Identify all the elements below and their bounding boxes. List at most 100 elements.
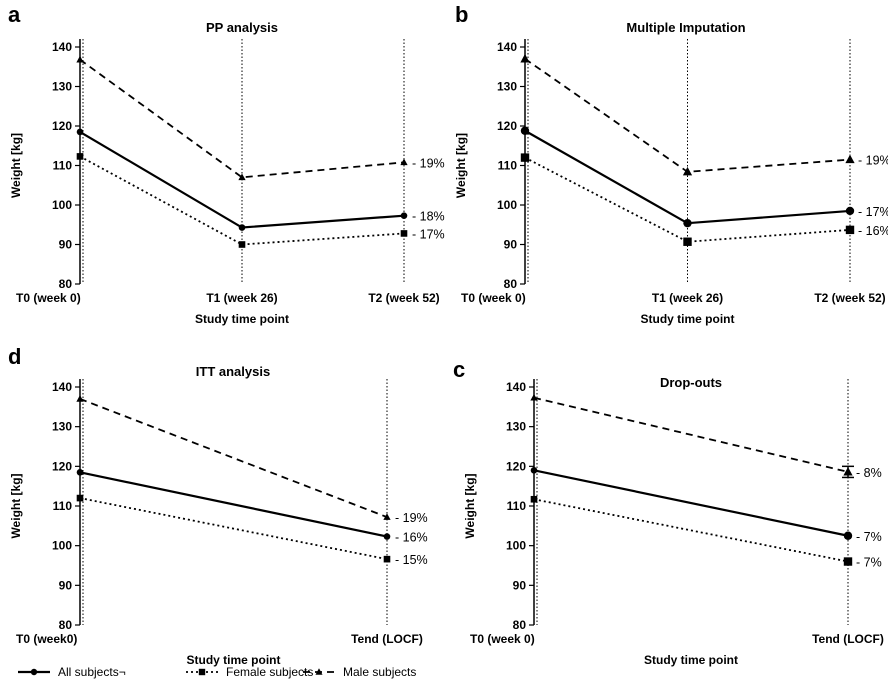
y-axis-title: Weight [kg] bbox=[9, 133, 23, 198]
chart-panel-a: a PP analysis 80 90 100 110 120 130 140 Weight [k… bbox=[8, 2, 445, 326]
legend-marker bbox=[30, 668, 38, 676]
data-point bbox=[383, 555, 391, 563]
panel-letter: a bbox=[8, 2, 21, 27]
x-axis-title: Study time point bbox=[195, 312, 289, 326]
series-line bbox=[79, 398, 388, 518]
series-1: - 16% bbox=[520, 153, 888, 246]
y-tick-label: 110 bbox=[498, 159, 518, 173]
data-point bbox=[520, 153, 530, 162]
legend-item: Female subjects bbox=[186, 665, 313, 679]
data-point bbox=[843, 531, 853, 540]
x-tick-label: T0 (week 0) bbox=[16, 291, 81, 305]
y-tick-label: 140 bbox=[52, 40, 72, 54]
x-axis-title: Study time point bbox=[187, 653, 281, 667]
y-tick-label: 80 bbox=[59, 618, 73, 632]
series-2: - 19% bbox=[76, 55, 445, 181]
y-tick-label: 130 bbox=[52, 80, 72, 94]
x-tick-label: T1 (week 26) bbox=[652, 291, 723, 305]
y-tick-label: 120 bbox=[497, 119, 517, 133]
legend-item: All subjects¬ bbox=[18, 665, 126, 679]
series-0: - 17% bbox=[520, 126, 888, 228]
y-tick-label: 110 bbox=[507, 499, 527, 513]
y-tick-label: 100 bbox=[52, 539, 72, 553]
data-point bbox=[845, 206, 855, 216]
data-point bbox=[845, 154, 855, 164]
y-tick-label: 110 bbox=[53, 499, 73, 513]
data-point bbox=[520, 126, 530, 135]
series-1: - 17% bbox=[76, 153, 445, 248]
series-2: - 19% bbox=[520, 53, 888, 176]
data-point bbox=[400, 158, 408, 166]
y-tick-label: 90 bbox=[504, 238, 518, 252]
series-line bbox=[533, 469, 849, 537]
x-tick-label: T2 (week 52) bbox=[814, 291, 885, 305]
series-line bbox=[79, 471, 388, 538]
legend-label: All subjects¬ bbox=[58, 665, 126, 679]
chart-title: Multiple Imputation bbox=[626, 20, 745, 35]
y-tick-label: 110 bbox=[53, 159, 73, 173]
x-tick-label: T2 (week 52) bbox=[368, 291, 439, 305]
end-label: - 8% bbox=[856, 466, 882, 480]
series-line bbox=[533, 396, 849, 473]
y-tick-label: 80 bbox=[59, 277, 73, 291]
end-label: - 19% bbox=[412, 156, 445, 170]
y-axis-title: Weight [kg] bbox=[9, 473, 23, 538]
series-line bbox=[79, 497, 388, 561]
x-tick-label: T0 (week0) bbox=[16, 632, 77, 646]
data-point bbox=[238, 224, 246, 231]
end-label: - 7% bbox=[856, 556, 882, 570]
y-tick-label: 130 bbox=[52, 420, 72, 434]
end-label: - 19% bbox=[858, 154, 888, 168]
y-tick-label: 140 bbox=[52, 380, 72, 394]
y-axis-title: Weight [kg] bbox=[454, 133, 468, 198]
y-tick-label: 90 bbox=[513, 578, 527, 592]
y-tick-label: 130 bbox=[506, 420, 526, 434]
y-tick-label: 100 bbox=[52, 198, 72, 212]
chart-panel-d: d ITT analysis 80 90 100 110 120 130 140 Weight [… bbox=[8, 344, 428, 667]
x-tick-label: T1 (week 26) bbox=[206, 291, 277, 305]
series-0: - 18% bbox=[76, 128, 445, 231]
chart-title: ITT analysis bbox=[196, 364, 270, 379]
y-tick-label: 100 bbox=[497, 198, 517, 212]
chart-title: PP analysis bbox=[206, 20, 278, 35]
legend-label: Male subjects bbox=[343, 665, 416, 679]
data-point bbox=[383, 513, 391, 520]
data-point bbox=[845, 225, 855, 235]
y-tick-label: 140 bbox=[506, 380, 526, 394]
data-point bbox=[76, 468, 84, 476]
end-label: - 17% bbox=[412, 227, 445, 241]
series-line bbox=[533, 498, 849, 563]
series-0: - 16% bbox=[76, 468, 428, 545]
x-axis-title: Study time point bbox=[644, 653, 738, 667]
x-tick-label: T0 (week 0) bbox=[470, 632, 535, 646]
data-point bbox=[238, 173, 246, 181]
data-point bbox=[76, 395, 84, 402]
data-point bbox=[76, 494, 84, 502]
data-point bbox=[76, 55, 84, 63]
x-tick-label: T0 (week 0) bbox=[461, 291, 526, 305]
end-label: - 7% bbox=[856, 530, 882, 544]
y-tick-label: 140 bbox=[497, 40, 517, 54]
end-label: - 19% bbox=[395, 511, 428, 525]
legend-marker bbox=[198, 668, 206, 676]
data-point bbox=[683, 218, 692, 228]
end-label: - 18% bbox=[412, 210, 445, 224]
data-point bbox=[843, 557, 853, 566]
series-line bbox=[79, 155, 405, 246]
end-label: - 16% bbox=[395, 531, 428, 545]
y-tick-label: 100 bbox=[506, 539, 526, 553]
chart-panel-b: b Multiple Imputation 80 90 100 110 120 130 140 W… bbox=[454, 2, 888, 326]
panel-letter: c bbox=[453, 357, 465, 382]
series-line bbox=[79, 58, 405, 179]
data-point bbox=[520, 53, 530, 63]
data-point bbox=[400, 230, 408, 237]
series-line bbox=[524, 156, 851, 243]
y-axis-title: Weight [kg] bbox=[463, 473, 477, 538]
data-point bbox=[400, 212, 408, 219]
legend-label: Female subjects bbox=[226, 665, 313, 679]
data-point bbox=[530, 467, 538, 474]
data-point bbox=[682, 166, 693, 176]
series-0: - 7% bbox=[530, 467, 882, 544]
y-tick-label: 80 bbox=[513, 618, 527, 632]
